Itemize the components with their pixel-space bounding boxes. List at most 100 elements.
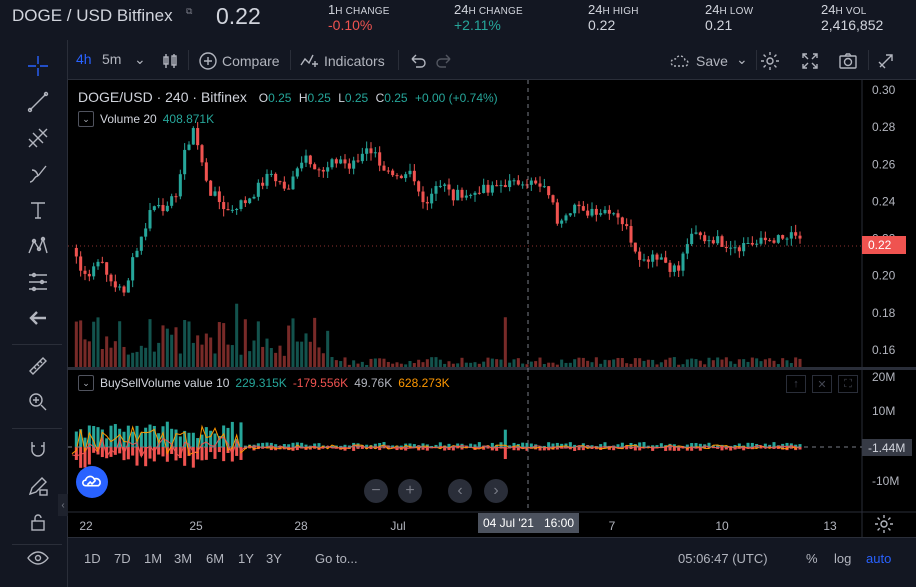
volume-bar <box>287 325 291 367</box>
range-7d-button[interactable]: 7D <box>114 551 131 566</box>
zoom-in-icon[interactable] <box>24 388 52 416</box>
volume-bar <box>100 348 104 367</box>
indicators-button[interactable]: Indicators <box>300 51 385 71</box>
candle-style-button[interactable] <box>160 51 180 71</box>
goto-button[interactable]: Go to... <box>315 551 358 566</box>
log-scale-toggle[interactable]: log <box>834 551 852 566</box>
range-1m-button[interactable]: 1M <box>144 551 163 566</box>
candle-body <box>724 246 728 249</box>
volume-bar <box>126 354 130 367</box>
maximize-pane-icon[interactable]: ⛶ <box>838 375 858 393</box>
publish-icon[interactable] <box>876 51 896 71</box>
lock-pencil-icon[interactable] <box>24 472 52 500</box>
buy-volume-bar <box>525 442 529 447</box>
buy-volume-bar <box>772 442 776 447</box>
crosshair-icon[interactable] <box>24 52 52 80</box>
measure-lines-icon[interactable] <box>24 268 52 296</box>
candle-body <box>473 192 477 195</box>
buy-volume-bar <box>694 443 698 447</box>
pair-title[interactable]: DOGE / USD Bitfinex <box>12 6 173 25</box>
interval-dropdown-chevron-icon[interactable]: ⌄ <box>134 51 146 67</box>
volume-bar <box>157 342 161 367</box>
buy-volume-bar <box>213 433 217 447</box>
buy-volume-bar <box>274 444 278 447</box>
buy-volume-bar <box>599 444 603 447</box>
buy-volume-bar <box>733 445 737 447</box>
interval-5m-button[interactable]: 5m <box>102 51 122 67</box>
scroll-right-button[interactable]: › <box>484 479 508 503</box>
time-tick-label: 13 <box>823 519 837 533</box>
sell-volume-bar <box>373 447 377 449</box>
external-link-icon[interactable]: ⧉ <box>186 6 193 16</box>
undo-icon[interactable] <box>408 51 428 71</box>
pattern-icon[interactable] <box>24 232 52 260</box>
text-icon[interactable] <box>24 196 52 224</box>
volume-bar <box>161 325 165 367</box>
ruler-icon[interactable] <box>24 352 52 380</box>
redo-icon[interactable] <box>434 51 454 71</box>
collapse-chevron-icon[interactable]: ⌄ <box>78 375 94 391</box>
candle-body <box>443 184 447 186</box>
collapse-chevron-icon[interactable]: ⌄ <box>78 111 94 127</box>
candle-body <box>742 243 746 252</box>
osc-tick-label: 10M <box>872 404 895 418</box>
volume-bar <box>681 364 685 367</box>
buy-volume-bar <box>282 444 286 447</box>
interval-4h-button[interactable]: 4h <box>76 51 92 67</box>
candle-body <box>339 159 343 164</box>
back-arrow-icon[interactable] <box>24 304 52 332</box>
collapse-toolbar-tab[interactable]: ‹ <box>58 494 68 516</box>
range-6m-button[interactable]: 6M <box>206 551 225 566</box>
legend-symbol[interactable]: DOGE/USD <box>78 89 153 105</box>
chart-canvas[interactable]: 0.30 0.28 0.26 0.24 0.22 0.20 0.18 0.16 20M 10M -1… <box>68 80 916 537</box>
utc-clock[interactable]: 05:06:47 (UTC) <box>678 551 768 566</box>
candle-body <box>521 184 525 186</box>
trendline-icon[interactable] <box>24 88 52 116</box>
buy-volume-bar <box>438 442 442 447</box>
volume-name[interactable]: Volume 20 <box>100 112 157 126</box>
zoom-in-button[interactable]: + <box>398 479 422 503</box>
magnet-icon[interactable] <box>24 436 52 464</box>
candle-body <box>599 213 603 215</box>
candle-body <box>391 170 395 176</box>
volume-bar <box>781 358 785 367</box>
tradingview-logo-icon[interactable] <box>76 466 108 498</box>
range-1d-button[interactable]: 1D <box>84 551 101 566</box>
volume-bar <box>196 335 200 367</box>
candle-body <box>304 155 308 163</box>
move-up-icon[interactable]: ↑ <box>786 375 806 393</box>
sell-volume-bar <box>742 447 746 451</box>
fib-icon[interactable] <box>24 124 52 152</box>
volume-bar <box>456 363 460 367</box>
buysell-name[interactable]: BuySellVolume value 10 <box>100 376 230 390</box>
brush-icon[interactable] <box>24 160 52 188</box>
compare-button[interactable]: Compare <box>198 51 280 71</box>
save-dropdown-chevron-icon[interactable]: ⌄ <box>736 51 748 67</box>
range-3m-button[interactable]: 3M <box>174 551 193 566</box>
sell-volume-bar <box>590 447 594 449</box>
close-pane-icon[interactable]: ✕ <box>812 375 832 393</box>
settings-gear-icon[interactable] <box>760 51 780 71</box>
buy-volume-bar <box>222 425 226 447</box>
range-1y-button[interactable]: 1Y <box>238 551 254 566</box>
sell-volume-bar <box>482 447 486 450</box>
volume-bar <box>360 361 364 367</box>
buy-volume-bar <box>131 431 135 447</box>
range-3y-button[interactable]: 3Y <box>266 551 282 566</box>
buy-volume-bar <box>304 444 308 447</box>
buy-volume-bar <box>642 442 646 447</box>
candle-body <box>612 213 616 215</box>
eye-icon[interactable] <box>24 544 52 572</box>
lock-icon[interactable] <box>24 508 52 536</box>
scale-settings-gear-icon[interactable] <box>874 514 894 534</box>
auto-scale-toggle[interactable]: auto <box>866 551 892 566</box>
save-button[interactable]: Save <box>666 51 728 71</box>
zoom-out-button[interactable]: − <box>364 479 388 503</box>
sell-volume-bar <box>438 447 442 449</box>
scroll-left-button[interactable]: ‹ <box>448 479 472 503</box>
percent-scale-toggle[interactable]: % <box>806 551 818 566</box>
camera-icon[interactable] <box>838 51 858 71</box>
candle-body <box>295 168 299 177</box>
candle-body <box>438 185 442 187</box>
fullscreen-icon[interactable] <box>800 51 820 71</box>
